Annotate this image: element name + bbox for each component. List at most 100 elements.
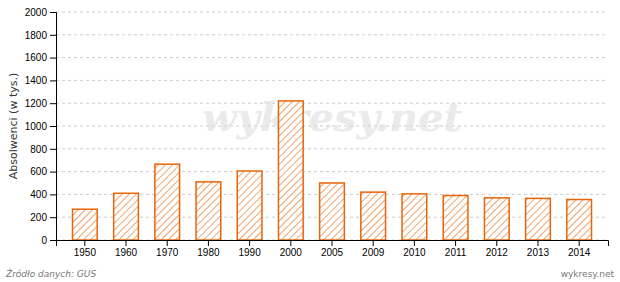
y-tick-label: 1200 bbox=[25, 98, 48, 109]
y-tick: 1800 bbox=[25, 30, 56, 41]
y-tick-label: 600 bbox=[30, 166, 47, 177]
x-tick-label: 1980 bbox=[197, 247, 220, 258]
bar bbox=[72, 209, 97, 240]
x-tick-mark bbox=[249, 240, 250, 246]
bar bbox=[320, 183, 345, 240]
bar bbox=[237, 171, 262, 240]
y-tick-label: 1800 bbox=[25, 30, 48, 41]
x-tick-mark bbox=[537, 240, 538, 246]
y-tick-label: 1600 bbox=[25, 52, 48, 63]
y-tick-label: 0 bbox=[41, 235, 47, 246]
bar bbox=[155, 164, 180, 240]
bar bbox=[443, 196, 468, 240]
x-tick-mark bbox=[496, 240, 497, 246]
y-tick: 400 bbox=[30, 189, 56, 200]
x-tick-mark bbox=[84, 240, 85, 246]
bar bbox=[114, 193, 139, 240]
bar bbox=[196, 182, 221, 240]
y-tick-mark bbox=[50, 103, 56, 104]
y-tick: 1400 bbox=[25, 75, 56, 86]
y-tick-label: 200 bbox=[30, 212, 47, 223]
chart-container: wykresy.net19501960197019801990200020052… bbox=[0, 0, 620, 282]
x-tick-label: 2011 bbox=[445, 247, 467, 258]
y-tick-mark bbox=[50, 149, 56, 150]
grid-line bbox=[56, 148, 608, 149]
y-tick: 2000 bbox=[25, 7, 56, 18]
x-tick-label: 2013 bbox=[527, 247, 550, 258]
bar bbox=[361, 192, 386, 240]
y-tick-label: 1000 bbox=[25, 121, 48, 132]
x-tick-label: 1970 bbox=[156, 247, 179, 258]
x-tick-label: 2000 bbox=[280, 247, 303, 258]
x-tick: 2010 bbox=[403, 240, 426, 258]
y-tick-mark bbox=[50, 217, 56, 218]
y-tick-mark bbox=[50, 172, 56, 173]
x-tick-label: 2014 bbox=[568, 247, 591, 258]
x-tick: 1990 bbox=[238, 240, 261, 258]
plot-area: wykresy.net19501960197019801990200020052… bbox=[25, 7, 609, 258]
x-tick-label: 2005 bbox=[321, 247, 344, 258]
bars bbox=[72, 101, 591, 240]
y-tick-label: 400 bbox=[30, 189, 47, 200]
y-tick: 600 bbox=[30, 166, 56, 177]
watermark: wykresy.net bbox=[202, 93, 463, 140]
x-tick: 1980 bbox=[197, 240, 220, 258]
x-tick: 2009 bbox=[362, 240, 385, 258]
y-tick: 200 bbox=[30, 212, 56, 223]
grid-line bbox=[56, 57, 608, 58]
x-tick: 1960 bbox=[115, 240, 138, 258]
bar bbox=[567, 200, 592, 240]
y-tick-mark bbox=[50, 58, 56, 59]
y-tick-mark bbox=[50, 194, 56, 195]
y-axis: 0 200 400 600 800 1000 1200 1400 1600 1800 2000 bbox=[25, 7, 57, 246]
y-tick: 1200 bbox=[25, 98, 56, 109]
x-tick-mark bbox=[290, 240, 291, 246]
x-tick-label: 1990 bbox=[238, 247, 261, 258]
footer-credit: wykresy.net bbox=[561, 269, 615, 279]
x-axis: 1950 1960 1970 1980 1990 2000 2005 2009 2010 2011… bbox=[57, 240, 609, 258]
y-tick-mark bbox=[50, 35, 56, 36]
y-axis-title: Absolwenci (w tys.) bbox=[7, 73, 20, 180]
x-tick: 2012 bbox=[486, 240, 509, 258]
x-tick: 2014 bbox=[568, 240, 591, 258]
y-tick-mark bbox=[50, 80, 56, 81]
y-tick: 800 bbox=[30, 144, 56, 155]
x-tick: 2013 bbox=[527, 240, 550, 258]
bar bbox=[526, 198, 551, 240]
y-tick-label: 800 bbox=[30, 144, 47, 155]
grid-line bbox=[56, 12, 608, 13]
x-tick-mark bbox=[414, 240, 415, 246]
y-tick-mark bbox=[50, 12, 56, 13]
grid-line bbox=[56, 171, 608, 172]
y-tick: 1600 bbox=[25, 52, 56, 63]
x-tick: 1970 bbox=[156, 240, 179, 258]
x-tick-label: 2012 bbox=[486, 247, 509, 258]
x-tick: 2000 bbox=[280, 240, 303, 258]
grid-line bbox=[56, 34, 608, 35]
x-tick-label: 1960 bbox=[115, 247, 138, 258]
y-tick-mark bbox=[50, 240, 56, 241]
y-tick: 0 bbox=[41, 235, 56, 246]
y-tick-mark bbox=[50, 126, 56, 127]
grid-line bbox=[56, 80, 608, 81]
axis-domain bbox=[57, 241, 609, 247]
chart-svg: wykresy.net19501960197019801990200020052… bbox=[0, 0, 620, 282]
x-tick-mark bbox=[167, 240, 168, 246]
bar bbox=[484, 198, 509, 240]
x-tick-mark bbox=[208, 240, 209, 246]
x-tick: 2005 bbox=[321, 240, 344, 258]
source-note: Źródło danych: GUS bbox=[5, 268, 96, 279]
x-tick-label: 2009 bbox=[362, 247, 385, 258]
x-tick-mark bbox=[126, 240, 127, 246]
bar bbox=[402, 194, 427, 240]
y-tick-label: 1400 bbox=[25, 75, 48, 86]
bar bbox=[278, 101, 303, 240]
axis-domain bbox=[50, 13, 57, 241]
x-tick-label: 1950 bbox=[74, 247, 97, 258]
x-tick-mark bbox=[373, 240, 374, 246]
y-tick: 1000 bbox=[25, 121, 56, 132]
y-tick-label: 2000 bbox=[25, 7, 48, 18]
grid bbox=[56, 12, 608, 240]
x-tick-label: 2010 bbox=[403, 247, 426, 258]
x-tick-mark bbox=[332, 240, 333, 246]
